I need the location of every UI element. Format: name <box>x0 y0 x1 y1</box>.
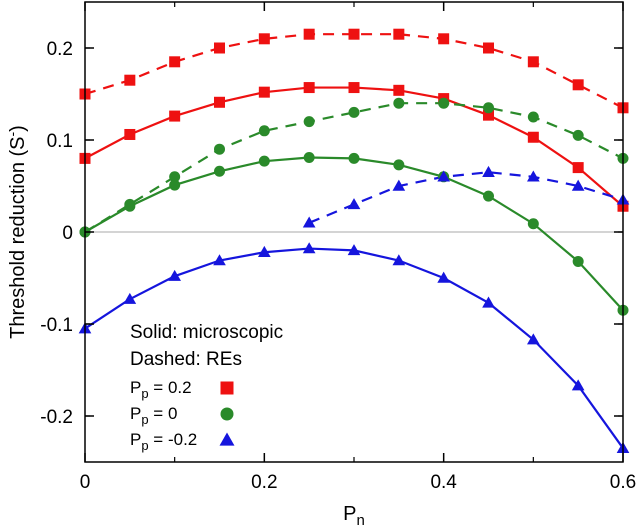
series-2-res-point <box>347 198 361 210</box>
series-1-res-point <box>438 97 450 109</box>
legend: Solid: microscopic Dashed: REs Pp = 0.2 P… <box>130 322 283 453</box>
y-axis-label: Threshold reduction (S-) <box>4 125 29 339</box>
series-0-microscopic-point <box>258 86 270 98</box>
series-0-res-point <box>483 42 494 54</box>
series-0-res-point <box>258 33 270 45</box>
series-0-res-point <box>572 79 584 91</box>
series-2-microscopic-point <box>571 379 585 391</box>
series-1-res-point <box>258 125 270 137</box>
series-0-microscopic-point <box>348 82 360 94</box>
series-0-microscopic-point <box>572 162 584 174</box>
series-2-res-point <box>571 179 585 191</box>
series-2-res-point <box>527 170 540 182</box>
series-0-res-line <box>84 33 624 109</box>
series-1-microscopic-point <box>258 155 270 167</box>
series-2-microscopic-point <box>527 333 540 345</box>
y-tick-label: 0.2 <box>47 39 73 60</box>
series-2-microscopic-point <box>213 254 226 266</box>
series-0-microscopic-point <box>483 109 494 121</box>
x-tick-label: 0.4 <box>430 472 457 493</box>
series-0-microscopic-point <box>303 82 315 94</box>
series-0-microscopic-point <box>169 110 181 122</box>
y-tick-label: -0.1 <box>40 315 73 336</box>
legend-marker-series-1 <box>220 407 234 421</box>
series-1-res-point <box>124 198 136 210</box>
series-0-res-point <box>438 33 450 45</box>
legend-marker-series-0 <box>220 381 234 395</box>
y-tick-label: -0.2 <box>40 407 73 428</box>
series-1-res-point <box>169 171 181 183</box>
legend-note-dashed: Dashed: REs <box>130 349 242 370</box>
legend-marker-series-2 <box>219 432 235 446</box>
series-1-microscopic-point <box>572 255 584 267</box>
series-2-microscopic-point <box>123 292 137 304</box>
legend-label-series-2: Pp = -0.2 <box>130 430 197 453</box>
series-2-microscopic-point <box>437 271 450 283</box>
x-axis-label: Pn <box>343 503 365 529</box>
series-1-microscopic-point <box>214 165 225 177</box>
series-1-microscopic-line <box>84 156 624 311</box>
series-0-res-point <box>527 56 539 68</box>
series-1-microscopic-point <box>348 152 360 164</box>
x-tick-label: 0 <box>80 472 91 493</box>
series-1-res-point <box>348 106 360 118</box>
y-tick-label: 0.1 <box>47 131 73 152</box>
series-1-res-point <box>214 143 225 155</box>
series-2-microscopic-point <box>258 245 271 257</box>
series-0-res-point <box>124 74 136 86</box>
series-2-microscopic-point <box>168 269 181 281</box>
series-1-microscopic-point <box>393 159 405 171</box>
series-1-res-point <box>527 111 539 123</box>
axis-ticks-layer: 0 0.2 0.4 0.6 -0.2 -0.1 0 0.1 0.2 <box>40 2 636 493</box>
series-0-res-point <box>303 28 315 40</box>
series-2-res-point <box>437 170 450 182</box>
series-0-microscopic-point <box>393 84 405 96</box>
series-0-res-point <box>169 56 181 68</box>
series-2-microscopic-point <box>392 254 406 266</box>
series-0-res-point <box>214 42 225 54</box>
series-1-microscopic-point <box>303 151 315 163</box>
series-1-microscopic-point <box>527 218 539 230</box>
series-2-res-line <box>308 171 624 224</box>
legend-label-series-0: Pp = 0.2 <box>130 378 192 401</box>
series-1-res-point <box>483 102 494 114</box>
series-1-microscopic-point <box>483 190 494 202</box>
series-0-res-point <box>348 28 360 40</box>
y-tick-label: 0 <box>62 223 73 244</box>
legend-label-series-1: Pp = 0 <box>130 404 177 427</box>
series-2-res-point <box>482 165 495 177</box>
series-2-microscopic-point <box>482 296 495 308</box>
legend-note-solid: Solid: microscopic <box>130 322 283 343</box>
series-1-res-point <box>572 129 584 141</box>
series-1-res-line <box>84 102 624 233</box>
series-1-microscopic-point <box>169 179 181 191</box>
series-2-res-point <box>302 216 316 228</box>
series-0-res-point <box>393 28 405 40</box>
x-tick-label: 0.2 <box>251 472 277 493</box>
series-2-microscopic-point <box>302 242 316 254</box>
series-2-microscopic-point <box>347 244 361 256</box>
x-tick-label: 0.6 <box>610 472 636 493</box>
series-2-res-point <box>392 179 406 191</box>
series-1-res-point <box>393 97 405 109</box>
series-0-microscopic-point <box>527 131 539 143</box>
series-1-res-point <box>303 116 315 128</box>
series-0-microscopic-point <box>124 128 136 140</box>
series-0-microscopic-point <box>214 96 225 108</box>
